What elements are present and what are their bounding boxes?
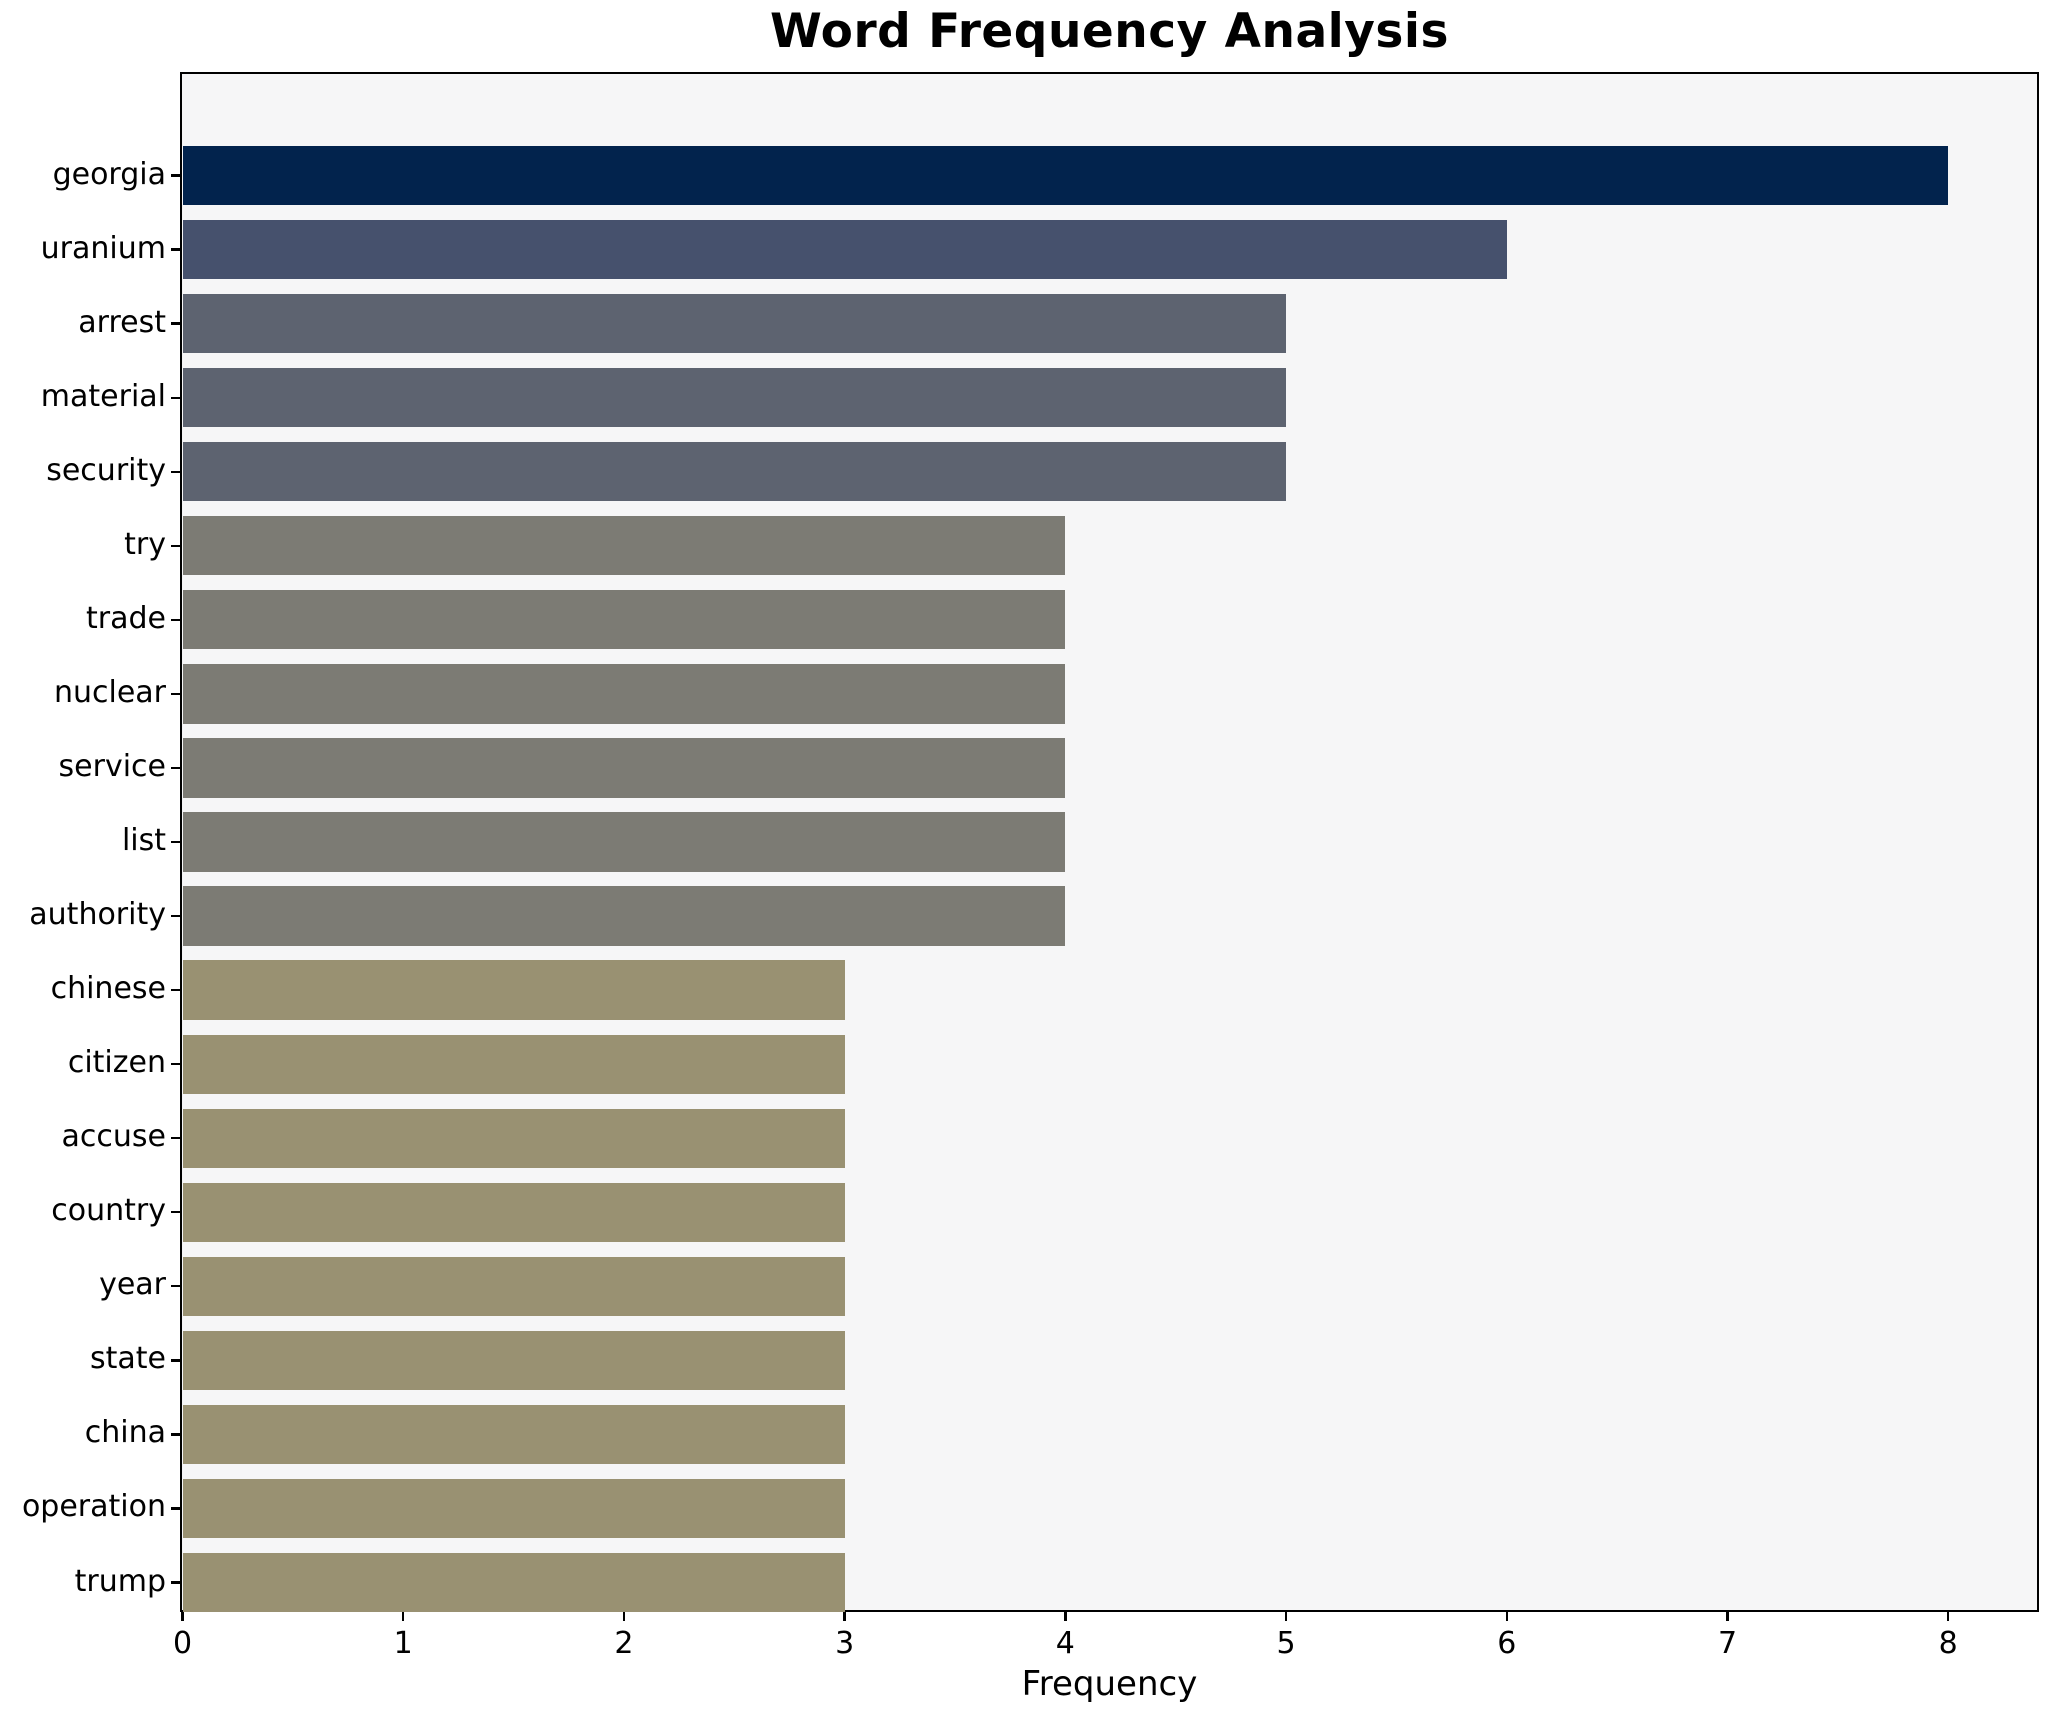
bar-year — [182, 1256, 845, 1316]
y-tick-label-nuclear: nuclear — [53, 675, 166, 711]
bar-try — [182, 516, 1066, 576]
y-tick-label-list: list — [121, 823, 166, 859]
y-tick-label-material: material — [40, 378, 166, 414]
y-tick-mark — [171, 914, 180, 918]
bar-uranium — [182, 220, 1507, 280]
y-tick-label-china: china — [84, 1415, 166, 1451]
y-tick-label-try: try — [124, 526, 166, 562]
x-tick-mark — [181, 1612, 184, 1621]
bar-chinese — [182, 960, 845, 1020]
y-tick-label-country: country — [51, 1193, 166, 1229]
bar-list — [182, 812, 1066, 872]
x-tick-label-7: 7 — [1717, 1626, 1738, 1661]
bar-operation — [182, 1478, 845, 1538]
x-tick-mark — [1284, 1612, 1288, 1621]
y-tick-label-arrest: arrest — [78, 304, 166, 340]
y-tick-mark — [171, 1210, 180, 1214]
y-tick-mark — [171, 840, 180, 844]
x-tick-label-6: 6 — [1497, 1626, 1517, 1661]
y-tick-label-uranium: uranium — [40, 230, 166, 266]
y-tick-mark — [171, 1284, 180, 1288]
y-tick-mark — [171, 248, 180, 251]
x-tick-mark — [401, 1612, 405, 1621]
y-tick-label-trump: trump — [74, 1563, 166, 1599]
bar-china — [182, 1404, 845, 1464]
bar-service — [182, 738, 1066, 798]
y-tick-mark — [171, 1507, 180, 1510]
y-tick-mark — [171, 1581, 180, 1584]
y-tick-label-year: year — [99, 1267, 166, 1303]
bar-nuclear — [182, 664, 1066, 724]
bar-georgia — [182, 146, 1949, 206]
y-tick-mark — [171, 692, 180, 696]
x-tick-label-2: 2 — [614, 1626, 634, 1661]
y-tick-mark — [171, 322, 180, 325]
bar-citizen — [182, 1034, 845, 1094]
x-axis-label: Frequency — [1021, 1664, 1198, 1704]
y-tick-mark — [171, 174, 180, 177]
bar-trade — [182, 590, 1066, 650]
bar-arrest — [182, 294, 1287, 354]
x-tick-mark — [1726, 1612, 1729, 1621]
bar-material — [182, 368, 1287, 428]
x-tick-label-3: 3 — [835, 1626, 855, 1661]
y-tick-label-state: state — [90, 1341, 166, 1377]
y-tick-label-security: security — [46, 452, 166, 488]
y-tick-mark — [171, 470, 180, 474]
y-tick-mark — [171, 1359, 180, 1362]
y-tick-mark — [171, 396, 180, 400]
bar-trump — [182, 1552, 845, 1612]
y-tick-label-authority: authority — [29, 897, 166, 933]
y-tick-label-georgia: georgia — [52, 156, 166, 192]
x-tick-mark — [622, 1612, 626, 1621]
y-tick-mark — [171, 1062, 180, 1066]
y-tick-mark — [171, 618, 180, 622]
y-tick-label-trade: trade — [86, 601, 166, 637]
x-tick-label-0: 0 — [172, 1626, 193, 1661]
y-tick-mark — [171, 766, 180, 770]
y-tick-label-chinese: chinese — [50, 971, 166, 1007]
bar-country — [182, 1182, 845, 1242]
x-tick-mark — [1505, 1612, 1509, 1621]
y-tick-mark — [171, 544, 180, 548]
bar-accuse — [182, 1108, 845, 1168]
y-tick-label-accuse: accuse — [61, 1119, 166, 1155]
x-tick-mark — [843, 1612, 846, 1621]
bar-authority — [182, 886, 1066, 946]
x-tick-mark — [1946, 1612, 1950, 1621]
x-tick-label-8: 8 — [1938, 1626, 1958, 1661]
y-tick-label-citizen: citizen — [67, 1045, 166, 1081]
bar-state — [182, 1330, 845, 1390]
x-tick-label-4: 4 — [1055, 1626, 1075, 1661]
y-tick-mark — [171, 1433, 180, 1436]
x-tick-label-5: 5 — [1276, 1626, 1296, 1661]
y-tick-label-operation: operation — [21, 1489, 166, 1525]
x-tick-label-1: 1 — [393, 1626, 413, 1661]
y-tick-label-service: service — [58, 749, 166, 785]
y-tick-mark — [171, 988, 180, 992]
x-tick-mark — [1064, 1612, 1067, 1621]
y-tick-mark — [171, 1136, 180, 1140]
bar-security — [182, 442, 1287, 502]
chart-title: Word Frequency Analysis — [770, 4, 1449, 59]
